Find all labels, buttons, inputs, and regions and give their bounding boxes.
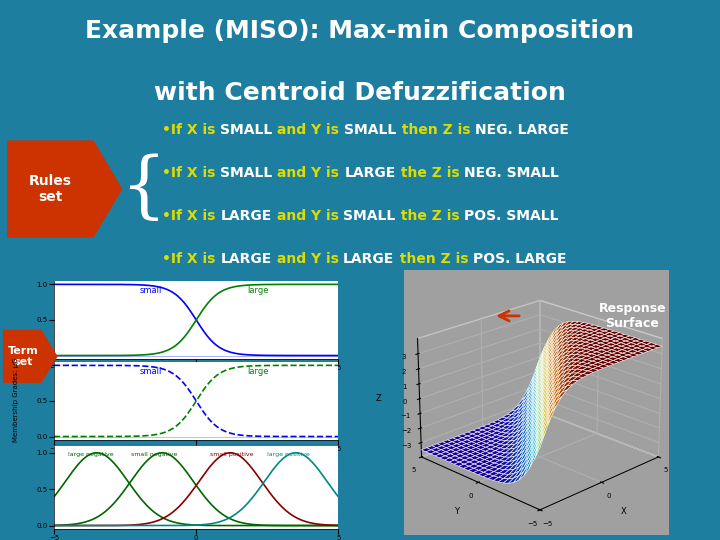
Text: •If X is: •If X is xyxy=(162,252,220,266)
X-axis label: X: X xyxy=(194,373,199,382)
Polygon shape xyxy=(7,140,122,238)
Text: and Y is: and Y is xyxy=(272,166,344,180)
Text: and Y is: and Y is xyxy=(271,252,343,266)
Text: then Z is: then Z is xyxy=(395,252,473,266)
Text: LARGE: LARGE xyxy=(220,252,271,266)
Text: then Z is: then Z is xyxy=(397,123,475,137)
Text: small positive: small positive xyxy=(210,451,254,457)
X-axis label: X: X xyxy=(621,508,626,516)
Text: Rules
set: Rules set xyxy=(29,174,72,204)
Text: POS. LARGE: POS. LARGE xyxy=(473,252,567,266)
Text: SMALL: SMALL xyxy=(220,166,272,180)
Text: and Y is: and Y is xyxy=(271,209,343,223)
Text: •If X is: •If X is xyxy=(162,123,220,137)
Y-axis label: Y: Y xyxy=(454,508,459,516)
Text: large: large xyxy=(248,367,269,376)
Text: SMALL: SMALL xyxy=(220,123,272,137)
Text: NEG. LARGE: NEG. LARGE xyxy=(475,123,569,137)
Text: Example (MISO): Max-min Composition: Example (MISO): Max-min Composition xyxy=(86,19,634,43)
Text: large positive: large positive xyxy=(267,451,310,457)
Text: the Z is: the Z is xyxy=(395,209,464,223)
Text: small negative: small negative xyxy=(131,451,177,457)
Text: Term
set: Term set xyxy=(8,346,38,367)
Text: LARGE: LARGE xyxy=(220,209,271,223)
Text: with Centroid Defuzzification: with Centroid Defuzzification xyxy=(154,81,566,105)
Text: and Y is: and Y is xyxy=(272,123,344,137)
X-axis label: Y: Y xyxy=(194,454,199,463)
Text: NEG. SMALL: NEG. SMALL xyxy=(464,166,559,180)
Text: •If X is: •If X is xyxy=(162,166,220,180)
Text: large: large xyxy=(248,286,269,295)
Text: Membership Grades: µG: Membership Grades: µG xyxy=(13,357,19,442)
Text: SMALL: SMALL xyxy=(344,123,397,137)
Text: small: small xyxy=(140,367,162,376)
Text: large negative: large negative xyxy=(68,451,114,457)
Text: LARGE: LARGE xyxy=(343,252,395,266)
Text: POS. SMALL: POS. SMALL xyxy=(464,209,559,223)
Text: Response
Surface: Response Surface xyxy=(599,302,666,330)
Polygon shape xyxy=(3,330,58,383)
Text: {: { xyxy=(121,154,167,224)
Text: the Z is: the Z is xyxy=(395,166,464,180)
Text: SMALL: SMALL xyxy=(343,209,395,223)
Text: LARGE: LARGE xyxy=(344,166,395,180)
Text: •If X is: •If X is xyxy=(162,209,220,223)
Text: small: small xyxy=(140,286,162,295)
